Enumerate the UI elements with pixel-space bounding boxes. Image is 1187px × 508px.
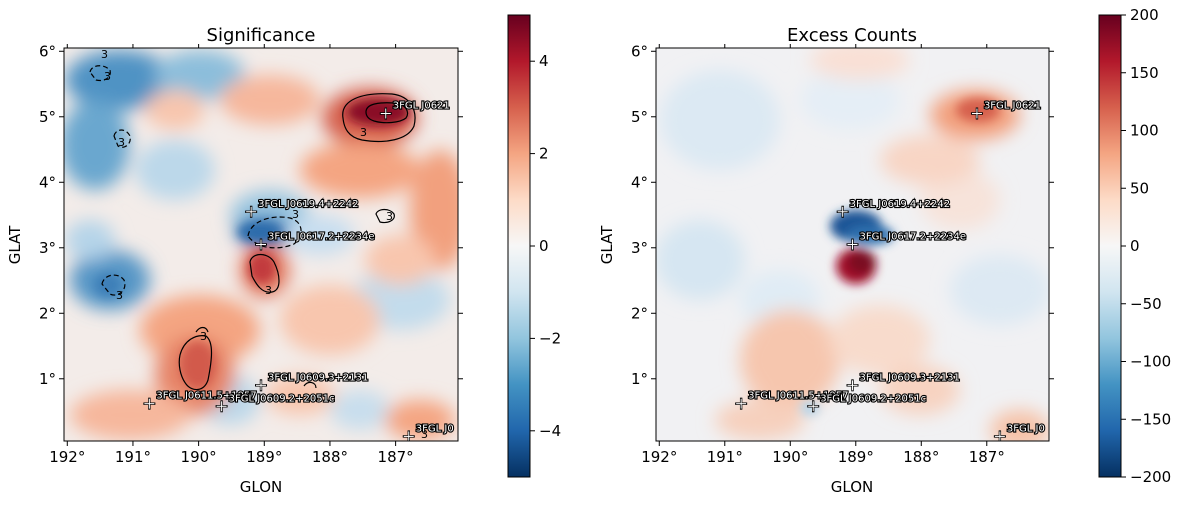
excess-xtick-label: 187° (969, 448, 1005, 466)
excess-xtick-label: 190° (772, 448, 808, 466)
source-label: 3FGL J0611.5+1957 (748, 391, 848, 402)
significance-xtick-label: 188° (312, 448, 348, 466)
significance-colorbar: 4 2 0 −2 −4 (507, 14, 561, 478)
significance-ylabel: GLAT (6, 225, 24, 264)
excess-colorbar-label: 0 (1130, 237, 1140, 255)
excess-colorbar: 200 150 100 50 0 −50 −100 −150 −200 (1098, 6, 1171, 486)
excess-xtick-label: 191° (707, 448, 743, 466)
significance-xtick-label: 190° (181, 448, 217, 466)
significance-xtick-label: 192° (49, 448, 85, 466)
excess-colorbar-label: 100 (1130, 122, 1159, 140)
source-label: 3FGL J0 (1007, 423, 1045, 434)
significance-colorbar-label: −2 (539, 329, 561, 347)
source-label: 3FGL J0609.3+2131 (860, 372, 960, 383)
excess-panel: Excess Counts (598, 25, 1054, 496)
significance-colorbar-label: 4 (539, 52, 549, 70)
source-label: 3FGL J0611.5+1957 (156, 391, 256, 402)
significance-contour-labels: 3 3 3 3 3 3 3 3 3 3 (101, 48, 428, 441)
significance-ytick-label: 6° (39, 42, 56, 60)
excess-ytick-label: 1° (631, 370, 648, 388)
excess-colorbar-label: 200 (1130, 6, 1159, 24)
significance-colorbar-label: −4 (539, 422, 561, 440)
significance-sources: 3FGL J0621 3FGL J0619.4+2242 3FGL J0617.2+… (143, 99, 455, 441)
excess-ytick-label: 2° (631, 304, 648, 322)
significance-xtick-label: 189° (246, 448, 282, 466)
excess-colorbar-label: 150 (1130, 64, 1159, 82)
significance-frame (63, 47, 459, 442)
excess-map: 3FGL J0621 3FGL J0619.4+2242 3FGL J0617.2+… (656, 48, 1049, 441)
significance-xlabel: GLON (240, 478, 282, 496)
svg-text:3: 3 (200, 330, 207, 343)
significance-title: Significance (207, 25, 316, 46)
source-label: 3FGL J0621 (984, 101, 1041, 112)
source-label: 3FGL J0609.2+2051c (229, 393, 335, 404)
significance-colorbar-label: 0 (539, 237, 549, 255)
significance-ytick-label: 2° (39, 304, 56, 322)
source-label: 3FGL J0619.4+2242 (850, 199, 950, 210)
excess-xtick-label: 192° (641, 448, 677, 466)
excess-axis-ticks: 192° 191° 190° 189° 188° 187° 6° 5° 4° 3° 2° 1° (631, 42, 1054, 466)
source-label: 3FGL J0 (416, 423, 454, 434)
excess-ytick-label: 6° (631, 42, 648, 60)
excess-xtick-label: 189° (838, 448, 874, 466)
significance-colorbar-label: 2 (539, 145, 549, 163)
excess-colorbar-label: −200 (1130, 468, 1171, 486)
excess-colorbar-label: −50 (1130, 295, 1162, 313)
svg-text:3: 3 (101, 48, 108, 61)
significance-ytick-label: 4° (39, 173, 56, 191)
significance-ytick-label: 5° (39, 108, 56, 126)
excess-ytick-label: 3° (631, 239, 648, 257)
svg-text:3: 3 (386, 210, 393, 223)
excess-colorbar-label: −100 (1130, 353, 1171, 371)
source-label: 3FGL J0609.2+2051c (820, 393, 926, 404)
svg-text:3: 3 (116, 289, 123, 302)
significance-xtick-label: 187° (378, 448, 414, 466)
excess-ytick-label: 4° (631, 173, 648, 191)
source-label: 3FGL J0621 (393, 101, 450, 112)
excess-frame (655, 47, 1050, 442)
excess-colorbar-label: −150 (1130, 410, 1171, 428)
excess-ylabel: GLAT (598, 225, 616, 264)
excess-colorbar-label: 50 (1130, 179, 1149, 197)
svg-text:3: 3 (360, 126, 367, 139)
source-label: 3FGL J0617.2+2234e (268, 232, 375, 243)
excess-ytick-label: 5° (631, 108, 648, 126)
excess-xtick-label: 188° (903, 448, 939, 466)
excess-sources: 3FGL J0621 3FGL J0619.4+2242 3FGL J0617.2+… (735, 99, 1046, 441)
source-label: 3FGL J0619.4+2242 (258, 199, 358, 210)
excess-xlabel: GLON (831, 478, 873, 496)
svg-text:3: 3 (421, 428, 428, 441)
significance-contours (89, 65, 431, 431)
svg-text:3: 3 (292, 208, 299, 221)
significance-map: 3 3 3 3 3 3 3 3 3 3 3FGL J0621 3FGL J0619… (64, 48, 458, 441)
significance-panel: Significance (6, 25, 463, 496)
significance-axis-ticks: 192° 191° 190° 189° 188° 187° 6° 5° 4° 3° 2° 1° (39, 42, 463, 466)
significance-ytick-label: 1° (39, 370, 56, 388)
significance-xtick-label: 191° (115, 448, 151, 466)
source-label: 3FGL J0609.3+2131 (268, 372, 368, 383)
excess-title: Excess Counts (787, 25, 917, 46)
svg-text:3: 3 (118, 136, 125, 149)
svg-text:3: 3 (265, 284, 272, 297)
significance-ytick-label: 3° (39, 239, 56, 257)
svg-text:3: 3 (104, 70, 111, 83)
source-label: 3FGL J0617.2+2234e (860, 232, 967, 243)
